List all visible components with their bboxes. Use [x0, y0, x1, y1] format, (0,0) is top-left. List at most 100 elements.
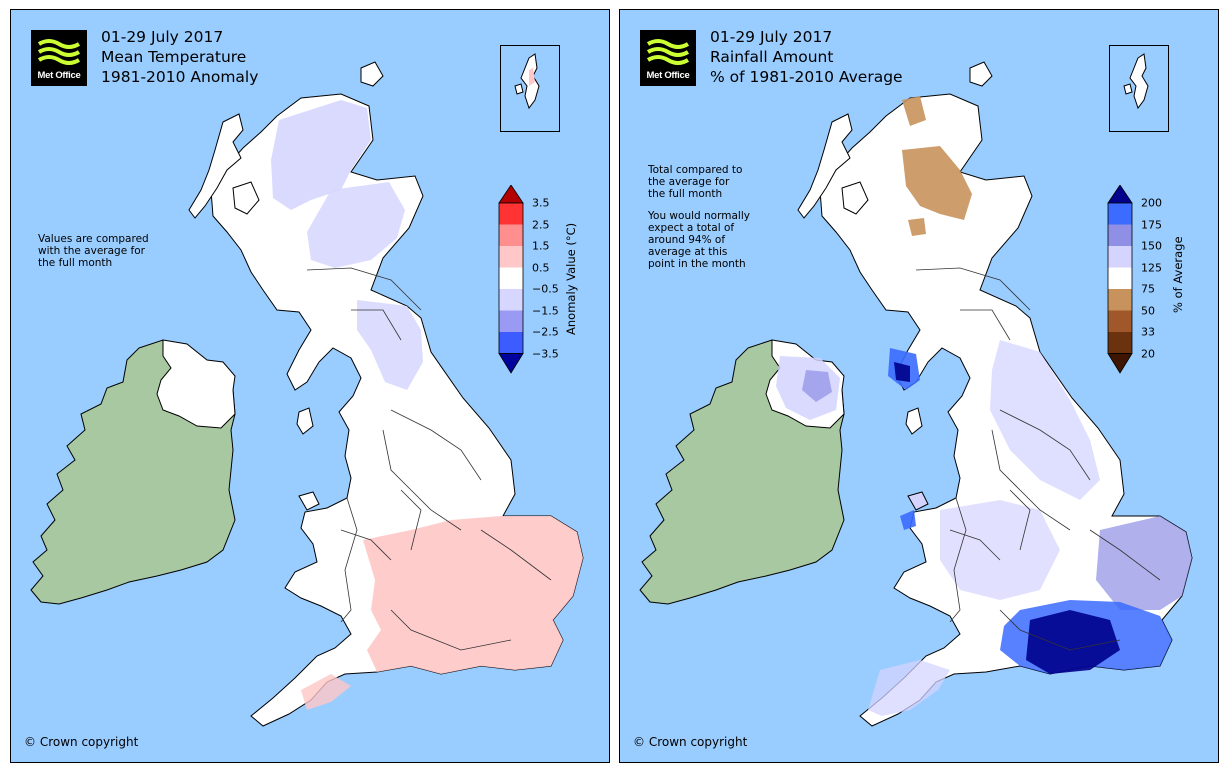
cb-swatch	[499, 203, 523, 225]
cb-tick-label: 0.5	[532, 261, 550, 274]
northern-ireland-region	[156, 339, 236, 429]
cb-swatch	[1107, 184, 1133, 204]
note-line: point in the month	[648, 258, 746, 270]
title-line-2: Mean Temperature	[101, 48, 247, 66]
note-line: expect a total of	[648, 222, 735, 234]
region-borders	[306, 267, 552, 651]
warm-anomaly-southeast	[363, 516, 583, 674]
cb-tick-label: 33	[1141, 325, 1155, 339]
cool-anomaly-borders	[357, 300, 423, 390]
comparison-note: Values are compared with the average for…	[38, 233, 149, 269]
isle-of-man	[296, 407, 314, 435]
wet-anomaly-south-core	[1026, 610, 1120, 674]
note-line: with the average for	[38, 245, 145, 257]
cb-tick-label: 200	[1141, 196, 1162, 210]
cb-swatch	[1108, 246, 1132, 268]
skye-island	[232, 181, 260, 215]
warm-anomaly-southwest	[301, 674, 351, 710]
cb-swatch	[499, 246, 523, 268]
orkney-islands	[969, 61, 993, 87]
shetland-inset	[1109, 45, 1169, 132]
shetland-inset	[500, 45, 560, 132]
comparison-note: Total compared to the average for the fu…	[648, 164, 742, 200]
wet-anomaly-ni-core	[802, 370, 832, 402]
cb-swatch	[499, 289, 523, 311]
note-line: average at this	[648, 246, 728, 258]
temperature-anomaly-panel: Met Office 01-29 July 2017 Mean Temperat…	[10, 9, 610, 763]
colorbar-scale	[498, 184, 524, 374]
cb-tick-label: 125	[1141, 261, 1162, 274]
note-line: the average for	[648, 176, 730, 188]
map-title: 01-29 July 2017 Mean Temperature 1981-20…	[101, 27, 258, 87]
copyright-notice: © Crown copyright	[24, 735, 139, 749]
dry-anomaly-north	[902, 96, 926, 126]
map-title: 01-29 July 2017 Rainfall Amount % of 198…	[710, 27, 903, 87]
cb-swatch	[1107, 353, 1133, 374]
cb-swatch	[1108, 310, 1132, 332]
shetland-islands-map	[1123, 53, 1149, 110]
cb-tick-label: 175	[1141, 218, 1162, 231]
wet-anomaly-pembroke	[900, 510, 916, 530]
cb-swatch	[1108, 224, 1132, 246]
wet-anomaly-midlands	[940, 500, 1060, 600]
cb-swatch	[1108, 332, 1132, 354]
region-borders	[915, 267, 1161, 651]
colorbar-scale	[1107, 184, 1133, 374]
dry-anomaly-highlands	[902, 146, 972, 220]
title-line-2: Rainfall Amount	[710, 48, 834, 66]
cb-swatch	[499, 267, 523, 289]
temperature-colorbar: 3.5 2.5 1.5 0.5 −0.5 −1.5 −2.5 −3.5 Anom…	[496, 184, 578, 379]
rainfall-colorbar: 200 175 150 125 75 50 33 20 % of Average	[1105, 184, 1185, 379]
title-line-3: 1981-2010 Anomaly	[101, 68, 259, 86]
temperature-anomaly-map	[30, 61, 584, 727]
note-line: the full month	[38, 257, 113, 269]
cb-tick-label: −1.5	[532, 304, 559, 317]
met-office-logo: Met Office	[640, 30, 696, 86]
orkney-islands	[360, 61, 384, 87]
isle-of-man	[905, 407, 923, 435]
cool-anomaly-central	[307, 182, 405, 268]
logo-text: Met Office	[646, 70, 690, 81]
note-line: You would normally	[648, 210, 750, 222]
cb-tick-label: 2.5	[532, 218, 550, 231]
cb-tick-label: 3.5	[532, 196, 550, 210]
cool-anomaly-highlands	[271, 100, 371, 210]
note-line: Values are compared	[38, 233, 149, 245]
hebrides-islands	[188, 113, 244, 219]
wet-anomaly-southwest	[868, 660, 950, 716]
note-line: Total compared to	[648, 164, 743, 176]
title-line-1: 01-29 July 2017	[101, 28, 224, 46]
cb-tick-label: −3.5	[532, 347, 559, 360]
cb-swatch	[498, 184, 524, 204]
cb-tick-label: −2.5	[532, 325, 559, 339]
rainfall-amount-panel: Met Office 01-29 July 2017 Rainfall Amou…	[619, 9, 1219, 763]
cb-tick-label: −0.5	[532, 282, 559, 296]
note-line: the full month	[648, 188, 723, 200]
copyright-notice: © Crown copyright	[633, 735, 748, 749]
logo-text: Met Office	[37, 70, 81, 81]
dry-anomaly-west	[908, 218, 926, 236]
title-line-1: 01-29 July 2017	[710, 28, 833, 46]
cb-swatch	[1108, 289, 1132, 311]
hebrides-islands	[797, 113, 853, 219]
cb-swatch	[498, 353, 524, 374]
cb-tick-label: 150	[1141, 239, 1162, 253]
cb-tick-label: 20	[1141, 347, 1155, 360]
wet-anomaly-north-england	[990, 340, 1100, 500]
title-line-3: % of 1981-2010 Average	[710, 68, 903, 86]
wet-anomaly-east	[1096, 516, 1192, 610]
met-office-logo: Met Office	[31, 30, 87, 86]
logo-wave-icon	[37, 39, 81, 65]
wales-border	[949, 497, 967, 623]
expected-total-note: You would normally expect a total of aro…	[648, 210, 750, 270]
cb-swatch	[499, 310, 523, 332]
rainfall-map	[639, 61, 1193, 727]
shetland-islands-map	[514, 53, 540, 110]
logo-wave-icon	[646, 39, 690, 65]
colorbar-title: Anomaly Value (°C)	[564, 222, 578, 335]
anglesey	[298, 491, 320, 511]
cb-swatch	[499, 224, 523, 246]
cb-swatch	[1108, 203, 1132, 225]
cb-swatch	[499, 332, 523, 354]
wet-anomaly-galloway-core	[894, 362, 910, 382]
